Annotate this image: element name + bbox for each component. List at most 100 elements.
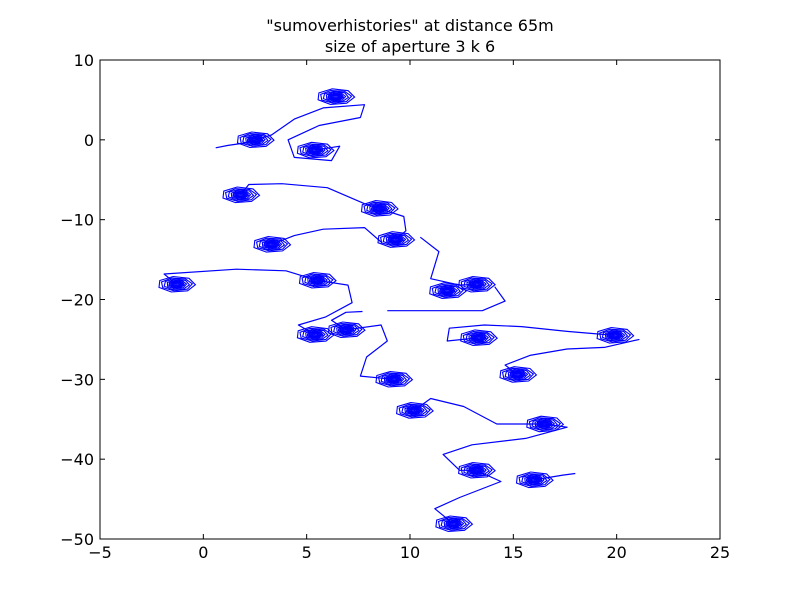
x-tick-label: 25 (710, 543, 730, 562)
spiral-ring-6-3 (385, 234, 407, 245)
spiral-ring-2-2 (302, 144, 329, 156)
spiral-ring-15-1 (377, 372, 411, 387)
spiral-ring-3-3 (230, 190, 252, 200)
y-tick-label: −40 (60, 450, 94, 469)
spiral-ring-6-2 (382, 233, 410, 246)
spiral-ring-15-3 (383, 374, 405, 385)
spiral-core-2 (306, 146, 323, 154)
spiral-ring-11-1 (299, 327, 332, 342)
y-tick-label: −50 (60, 530, 94, 549)
spiral-layer (158, 88, 635, 533)
spiral-ring-10-3 (466, 279, 487, 290)
spiral-ring-21-3 (443, 518, 465, 529)
spiral-ring-21-2 (440, 517, 468, 530)
spiral-core-5 (263, 240, 280, 248)
y-tick-label: −20 (60, 291, 94, 310)
spiral-ring-10-0 (458, 275, 496, 293)
spiral-ring-3-2 (227, 188, 255, 201)
spiral-ring-20-1 (518, 473, 551, 487)
spiral-core-1 (247, 136, 263, 144)
spiral-core-20 (526, 476, 542, 484)
spiral-ring-18-3 (534, 419, 556, 430)
spiral-ring-4-1 (363, 201, 396, 216)
x-tick-label: 15 (503, 543, 523, 562)
spiral-ring-17-1 (398, 403, 431, 418)
spiral-ring-1-3 (245, 134, 266, 145)
spiral-ring-19-0 (458, 461, 496, 479)
spiral-ring-13-0 (460, 329, 499, 347)
path-line-3 (271, 227, 382, 245)
plot-area (100, 60, 720, 539)
spiral-ring-6-1 (379, 232, 413, 247)
spiral-core-6 (387, 236, 404, 244)
spiral-ring-9-3 (437, 285, 459, 296)
path-line-10 (504, 338, 640, 375)
x-tick-label: −5 (88, 543, 112, 562)
y-tick-label: −30 (60, 370, 94, 389)
spiral-ring-21-1 (437, 517, 471, 531)
chart-subtitle: size of aperture 3 k 6 (325, 37, 495, 56)
path-line-1 (240, 183, 407, 241)
spiral-ring-0-3 (325, 91, 347, 102)
spiral-ring-4-3 (369, 203, 390, 214)
spiral-ring-2-1 (299, 143, 332, 158)
spiral-core-3 (232, 191, 249, 199)
y-tick-label: −10 (60, 211, 94, 230)
spiral-ring-20-2 (521, 473, 548, 486)
path-line-2 (419, 236, 477, 286)
spiral-ring-10-1 (460, 277, 493, 292)
spiral-ring-11-3 (305, 329, 326, 340)
spiral-ring-10-2 (463, 278, 490, 291)
spiral-ring-18-1 (528, 417, 562, 432)
spiral-ring-5-3 (261, 239, 283, 250)
spiral-ring-3-1 (224, 188, 258, 202)
spiral-ring-19-3 (466, 465, 487, 476)
spiral-ring-17-3 (404, 405, 425, 416)
spiral-ring-9-0 (429, 282, 468, 299)
spiral-ring-1-2 (242, 133, 269, 146)
spiral-ring-7-3 (166, 279, 188, 290)
spiral-core-14 (606, 331, 623, 339)
spiral-ring-15-0 (375, 370, 414, 388)
spiral-core-12 (337, 326, 354, 334)
spiral-ring-12-1 (330, 323, 363, 337)
x-axis: −5 0 5 10 15 20 25 (88, 60, 730, 562)
spiral-ring-14-3 (604, 330, 626, 341)
spiral-ring-14-1 (599, 328, 632, 343)
spiral-ring-2-0 (296, 141, 335, 159)
spiral-ring-2-3 (305, 145, 326, 156)
spiral-ring-8-2 (304, 274, 331, 287)
spiral-ring-20-3 (524, 475, 545, 485)
spiral-ring-0-0 (317, 88, 356, 105)
spiral-ring-16-1 (501, 367, 535, 382)
x-tick-label: 20 (606, 543, 626, 562)
spiral-ring-15-2 (380, 373, 408, 386)
spiral-ring-0-1 (320, 89, 353, 104)
spiral-ring-9-2 (434, 284, 461, 297)
spiral-ring-19-1 (460, 463, 493, 478)
spiral-core-4 (371, 205, 387, 212)
spiral-ring-7-0 (158, 275, 197, 293)
spiral-ring-21-0 (435, 515, 474, 533)
spiral-core-18 (536, 420, 553, 428)
spiral-ring-3-0 (222, 186, 261, 204)
spiral-ring-18-0 (526, 415, 565, 433)
spiral-ring-4-2 (366, 202, 393, 215)
spiral-core-9 (439, 287, 456, 295)
spiral-core-15 (385, 375, 402, 383)
spiral-ring-14-2 (601, 329, 629, 342)
path-line-8 (387, 286, 506, 312)
spiral-core-8 (309, 276, 325, 284)
y-tick-label: 0 (84, 131, 94, 150)
x-tick-label: 5 (302, 543, 312, 562)
spiral-ring-16-2 (504, 368, 532, 381)
chart-title: "sumoverhistories" at distance 65m (266, 16, 553, 35)
spiral-core-21 (445, 520, 462, 528)
spiral-core-11 (306, 331, 323, 339)
spiral-core-19 (468, 466, 485, 474)
spiral-ring-17-2 (401, 404, 428, 417)
path-line-12 (442, 423, 568, 471)
spiral-ring-11-0 (296, 326, 335, 343)
path-line-9 (446, 324, 615, 342)
